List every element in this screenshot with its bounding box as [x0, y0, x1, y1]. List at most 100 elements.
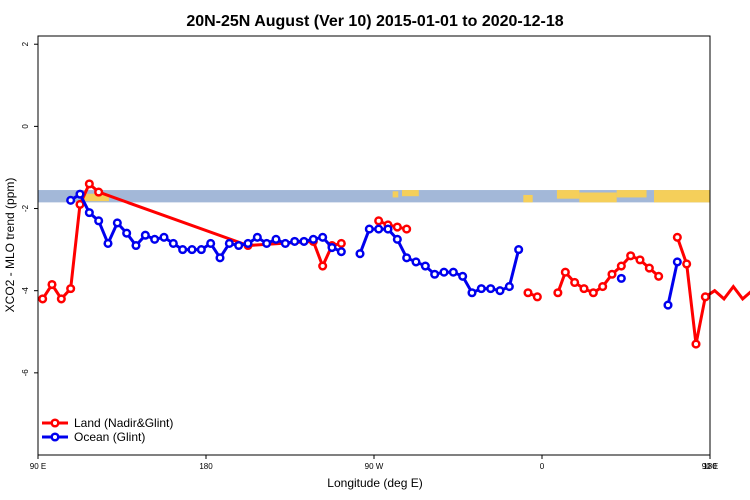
series-ocean — [66, 189, 682, 310]
data-point — [243, 238, 253, 248]
data-point — [252, 232, 262, 242]
data-point — [579, 284, 589, 294]
data-point — [607, 269, 617, 279]
data-point — [495, 286, 505, 296]
x-tick-label: 180 — [703, 462, 717, 471]
y-axis: 2 0 -2 -4 -6 — [21, 41, 38, 376]
data-point — [616, 261, 626, 271]
data-point — [336, 238, 346, 248]
data-point — [318, 232, 328, 242]
data-point — [234, 240, 244, 251]
data-point — [336, 247, 346, 257]
land-patch — [392, 191, 399, 198]
y-tick-label: -2 — [21, 204, 30, 212]
chart-title: 20N-25N August (Ver 10) 2015-01-01 to 20… — [186, 13, 563, 30]
land-ocean-band — [38, 190, 710, 203]
series-line — [69, 191, 342, 261]
y-tick-label: 2 — [21, 41, 30, 46]
data-point — [682, 259, 692, 269]
land-patch — [523, 194, 533, 203]
data-point — [187, 245, 197, 255]
data-point — [318, 261, 328, 271]
data-point — [411, 257, 421, 267]
data-point — [94, 216, 104, 226]
data-point — [178, 245, 188, 255]
plot-frame — [37, 35, 711, 456]
data-point — [196, 245, 206, 255]
data-point — [626, 251, 636, 261]
y-tick-label: 0 — [21, 124, 30, 129]
series-line — [378, 219, 407, 231]
data-point — [56, 294, 66, 304]
data-point — [103, 238, 113, 248]
data-point — [553, 288, 563, 298]
data-point — [206, 238, 216, 248]
data-point — [439, 267, 449, 277]
data-point — [402, 224, 412, 234]
data-point — [131, 240, 141, 251]
data-point — [224, 238, 234, 248]
data-point — [38, 294, 48, 304]
data-point — [504, 282, 514, 292]
x-tick-label: 90 E — [702, 462, 718, 471]
data-point — [691, 339, 701, 349]
data-point — [75, 189, 85, 199]
data-point — [112, 218, 122, 228]
ocean-band — [38, 190, 710, 203]
data-point — [66, 195, 76, 205]
data-point — [392, 234, 402, 244]
data-point — [47, 279, 57, 290]
series-line — [666, 261, 679, 306]
data-point — [271, 234, 281, 244]
data-point — [700, 292, 710, 302]
data-point — [663, 300, 673, 310]
data-point — [616, 273, 626, 283]
data-point — [140, 230, 150, 240]
data-point — [514, 245, 524, 255]
data-point — [94, 187, 104, 197]
legend-label: Land (Nadir&Glint) — [74, 416, 173, 430]
data-point — [75, 199, 85, 209]
data-point — [458, 271, 468, 281]
data-point — [532, 292, 542, 302]
data-point — [392, 222, 402, 232]
land-patch — [616, 190, 647, 198]
land-patch — [402, 190, 419, 197]
data-point — [672, 232, 682, 242]
data-point — [420, 261, 430, 271]
data-point — [66, 284, 76, 294]
data-point — [476, 284, 486, 294]
legend-marker — [50, 432, 60, 442]
series-line — [358, 227, 521, 295]
y-tick-label: -4 — [21, 287, 30, 295]
legend-label: Ocean (Glint) — [74, 430, 145, 444]
series-layer — [38, 179, 750, 349]
y-tick-label: -6 — [21, 369, 30, 377]
data-point — [150, 234, 160, 244]
land-patch — [579, 192, 617, 203]
data-point — [644, 263, 654, 273]
data-point — [467, 288, 477, 298]
data-point — [635, 255, 645, 265]
x-axis-label: Longitude (deg E) — [327, 476, 422, 490]
data-point — [523, 288, 533, 298]
data-point — [570, 277, 580, 288]
x-tick-label: 90 W — [365, 462, 384, 471]
data-point — [374, 216, 384, 226]
legend: Land (Nadir&Glint)Ocean (Glint) — [42, 416, 173, 444]
land-patch — [556, 190, 580, 199]
land-patch — [654, 190, 710, 203]
data-point — [364, 224, 374, 234]
data-point — [290, 236, 300, 246]
data-point — [122, 228, 132, 238]
legend-marker — [50, 418, 60, 428]
data-point — [402, 253, 412, 263]
data-point — [448, 267, 458, 277]
data-point — [355, 249, 365, 259]
data-point — [159, 232, 169, 242]
series-land — [38, 179, 750, 349]
data-point — [560, 267, 570, 277]
data-point — [308, 234, 318, 244]
x-tick-label: 0 — [540, 462, 545, 471]
